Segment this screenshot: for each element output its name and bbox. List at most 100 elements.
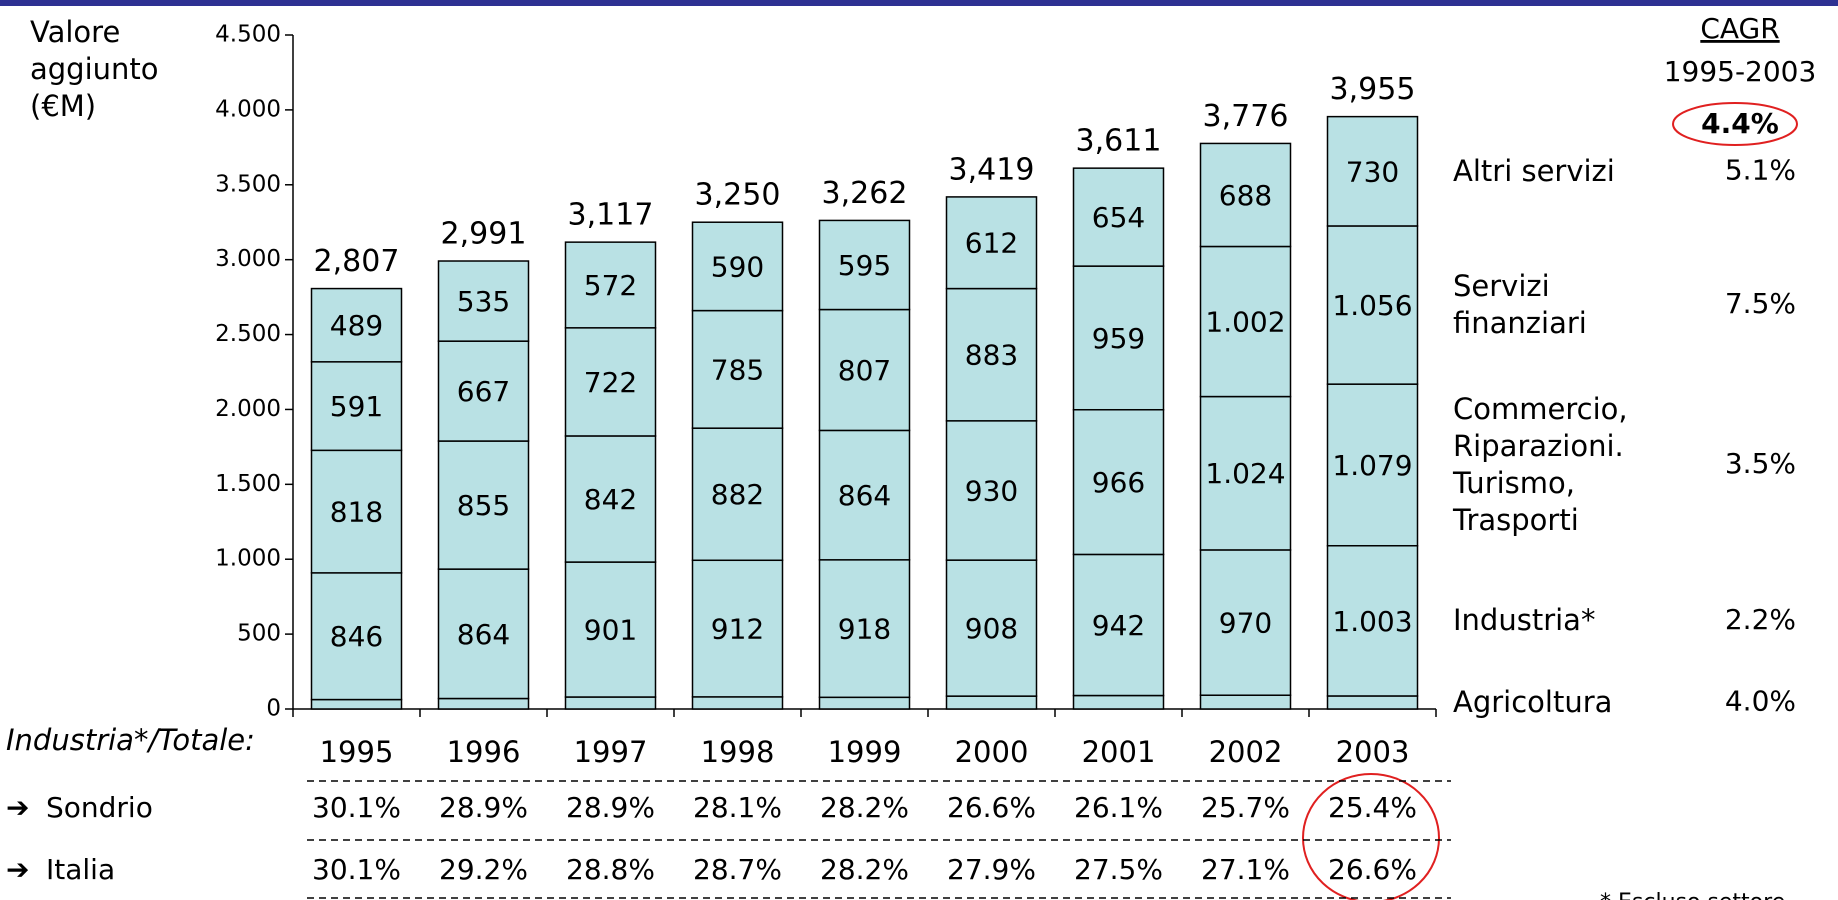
value-label: 959 (1092, 322, 1145, 355)
value-label: 489 (330, 309, 383, 342)
bar-segment (1199, 142, 1292, 248)
value-label: 595 (838, 249, 891, 282)
table-cell: 27.5% (1074, 853, 1163, 886)
bar-segment (691, 309, 784, 429)
bar-segment (310, 361, 403, 452)
cagr-value: 7.5% (1725, 287, 1796, 320)
table-title: Industria*/Totale: (6, 723, 255, 757)
highlight (1672, 102, 1798, 146)
row-label: Italia (46, 853, 115, 886)
bar-segment (437, 697, 530, 710)
table-cell: 28.8% (566, 853, 655, 886)
y-tick-label: 3.000 (215, 246, 281, 272)
total-label: 3,611 (1076, 124, 1162, 159)
value-label: 591 (330, 390, 383, 423)
total-label: 2,991 (441, 217, 527, 252)
table-cell: 28.9% (439, 791, 528, 824)
value-label: 1.002 (1205, 306, 1285, 339)
table-cell: 26.6% (947, 791, 1036, 824)
y-axis-label: Valore aggiunto (€M) (30, 15, 159, 123)
legend-label: Servizi finanziari (1453, 269, 1587, 341)
y-tick-label: 4.500 (215, 22, 281, 48)
value-label: 722 (584, 366, 637, 399)
value-label: 942 (1092, 609, 1145, 642)
value-label: 572 (584, 269, 637, 302)
total-label: 2,807 (314, 244, 400, 279)
cagr-value: 4.0% (1725, 684, 1796, 717)
total-label: 3,117 (568, 198, 654, 233)
highlight (1302, 773, 1440, 900)
total-label: 3,250 (695, 178, 781, 213)
bar-segment (564, 561, 657, 698)
y-tick-label: 3.500 (215, 171, 281, 197)
bar-segment (1326, 695, 1419, 710)
y-tick-label: 1.000 (215, 546, 281, 572)
value-label: 918 (838, 613, 891, 646)
bar-segment (1199, 694, 1292, 710)
total-label: 3,776 (1203, 99, 1289, 134)
bar-segment (1072, 694, 1165, 710)
table-cell: 30.1% (312, 791, 401, 824)
bar-segment (437, 340, 530, 442)
value-label: 1.056 (1332, 289, 1412, 322)
total-label: 3,262 (822, 176, 908, 211)
legend-label: Industria* (1453, 603, 1596, 638)
table-cell: 26.6% (1328, 853, 1417, 886)
x-tick-label: 1998 (701, 735, 775, 769)
bar-segment (818, 696, 911, 710)
bar-segment (818, 429, 911, 561)
table-cell: 29.2% (439, 853, 528, 886)
total-label: 3,419 (949, 152, 1035, 187)
value-label: 864 (457, 618, 510, 651)
value-label: 908 (965, 612, 1018, 645)
value-label: 1.024 (1205, 457, 1285, 490)
bar-segment (564, 241, 657, 329)
value-label: 688 (1219, 179, 1272, 212)
bar-segment (437, 568, 530, 700)
bar-segment (691, 559, 784, 698)
y-tick-label: 1.500 (215, 471, 281, 497)
value-label: 855 (457, 489, 510, 522)
cagr-title: CAGR (1700, 12, 1779, 45)
value-label: 846 (330, 620, 383, 653)
bar-segment (564, 327, 657, 437)
bar-segment (1326, 544, 1419, 697)
x-tick-label: 2002 (1209, 735, 1283, 769)
x-tick-label: 2003 (1336, 735, 1410, 769)
value-label: 901 (584, 614, 637, 647)
bar-segment (310, 698, 403, 710)
top-bar (0, 0, 1838, 6)
cagr-total: 4.4% (1701, 107, 1779, 140)
table-cell: 28.2% (820, 791, 909, 824)
bar-segment (1072, 167, 1165, 267)
value-label: 785 (711, 353, 764, 386)
row-arrow: ➔ (6, 853, 29, 886)
bar-segment (945, 196, 1038, 290)
value-label: 883 (965, 339, 1018, 372)
table-cell: 25.4% (1328, 791, 1417, 824)
bar-segment (818, 219, 911, 311)
value-label: 1.079 (1332, 449, 1412, 482)
bar-segment (1326, 115, 1419, 227)
cagr-value: 5.1% (1725, 153, 1796, 186)
value-label: 807 (838, 354, 891, 387)
table-cell: 28.9% (566, 791, 655, 824)
x-tick-label: 2000 (955, 735, 1029, 769)
value-label: 535 (457, 285, 510, 318)
value-label: 818 (330, 496, 383, 529)
bar-segment (1072, 265, 1165, 411)
y-tick-label: 500 (237, 621, 281, 647)
table-cell: 30.1% (312, 853, 401, 886)
value-label: 864 (838, 479, 891, 512)
table-cell: 27.1% (1201, 853, 1290, 886)
cagr-value: 3.5% (1725, 447, 1796, 480)
bar-segment (437, 440, 530, 570)
bar-segment (437, 260, 530, 342)
value-label: 590 (711, 250, 764, 283)
row-label: Sondrio (46, 791, 153, 824)
table-cell: 27.9% (947, 853, 1036, 886)
cagr-period: 1995-2003 (1664, 55, 1817, 88)
bar-segment (691, 221, 784, 312)
